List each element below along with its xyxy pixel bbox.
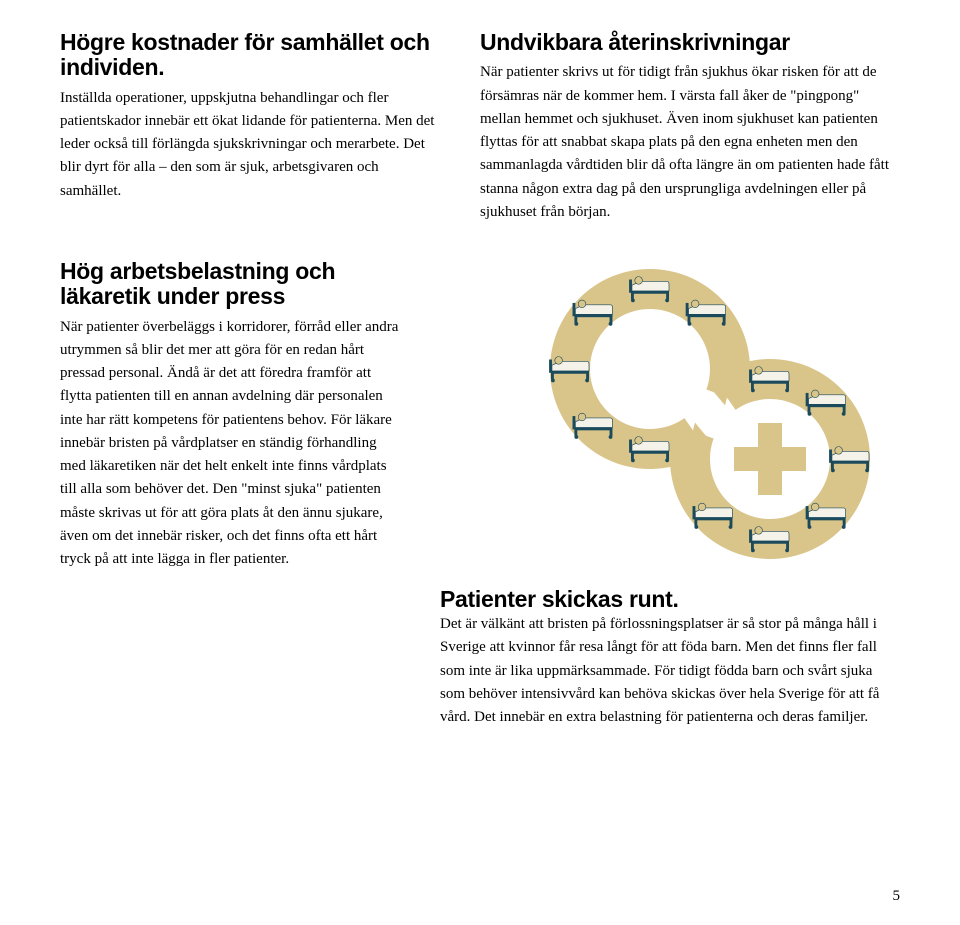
- section1-body: Inställda operationer, uppskjutna behand…: [60, 87, 440, 203]
- page-number: 5: [893, 888, 901, 905]
- section3-body: När patienter överbeläggs i korridorer, …: [60, 316, 400, 572]
- section3-heading: Hög arbetsbelastning och läkaretik under…: [60, 259, 400, 310]
- section1-heading: Högre kostnader för samhället och indivi…: [60, 30, 440, 81]
- circular-beds-diagram: [440, 259, 900, 564]
- section4-body: Det är välkänt att bristen på förlossnin…: [440, 613, 900, 729]
- section2-body: När patienter skrivs ut för tidigt från …: [480, 61, 900, 224]
- section2-heading: Undvikbara återinskrivningar: [480, 30, 900, 55]
- section4-heading: Patienter skickas runt.: [440, 586, 679, 612]
